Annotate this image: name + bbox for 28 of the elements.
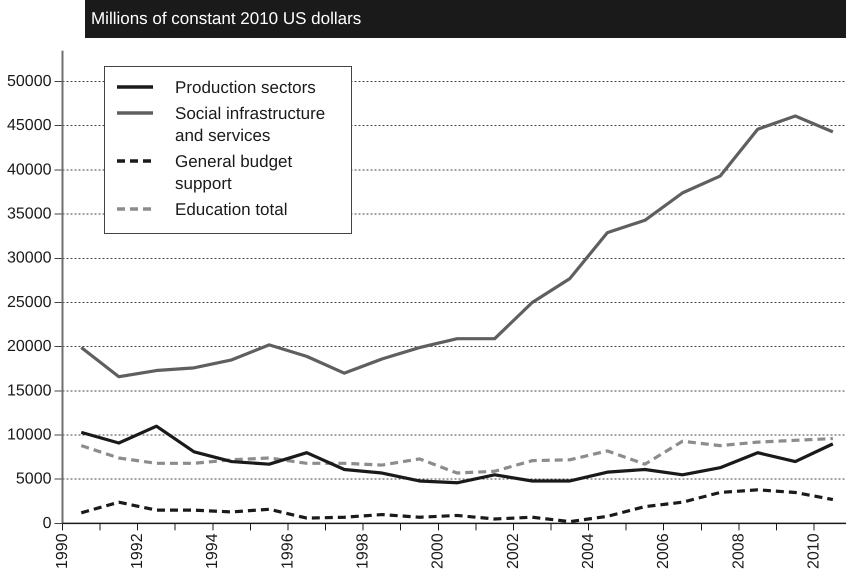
x-tick-label: 1994 <box>204 533 222 569</box>
y-tick-label: 40000 <box>6 161 52 178</box>
x-tick-label: 1992 <box>129 533 146 569</box>
chart-title: Millions of constant 2010 US dollars <box>85 0 846 38</box>
y-tick-label: 0 <box>42 514 52 532</box>
legend-label: General budget support <box>175 151 294 195</box>
y-tick-label: 50000 <box>6 72 52 90</box>
x-tick-label: 1998 <box>354 533 372 569</box>
legend-label: Social infrastructure and services <box>175 103 326 147</box>
x-tick-label: 2006 <box>655 533 672 569</box>
y-tick-label: 20000 <box>6 338 52 356</box>
legend-label: Production sectors <box>175 77 316 99</box>
y-tick-label: 35000 <box>6 206 52 222</box>
x-tick-label: 2004 <box>580 533 597 569</box>
y-tick-label: 5000 <box>16 470 52 488</box>
y-tick-label: 25000 <box>6 294 52 311</box>
x-tick-label: 2000 <box>430 533 447 569</box>
x-tick-label: 1996 <box>279 533 296 569</box>
x-tick-label: 2002 <box>504 533 522 569</box>
x-tick-label: 2008 <box>730 533 748 569</box>
y-tick-label: 10000 <box>6 426 52 444</box>
y-tick-label: 45000 <box>6 117 52 134</box>
x-tick-label: 2010 <box>805 533 822 569</box>
line-series <box>80 436 834 475</box>
legend-label: Education total <box>175 199 288 221</box>
y-tick-label: 15000 <box>6 382 52 400</box>
y-tick-label: 30000 <box>6 250 52 267</box>
x-tick-label: 1990 <box>54 533 71 569</box>
